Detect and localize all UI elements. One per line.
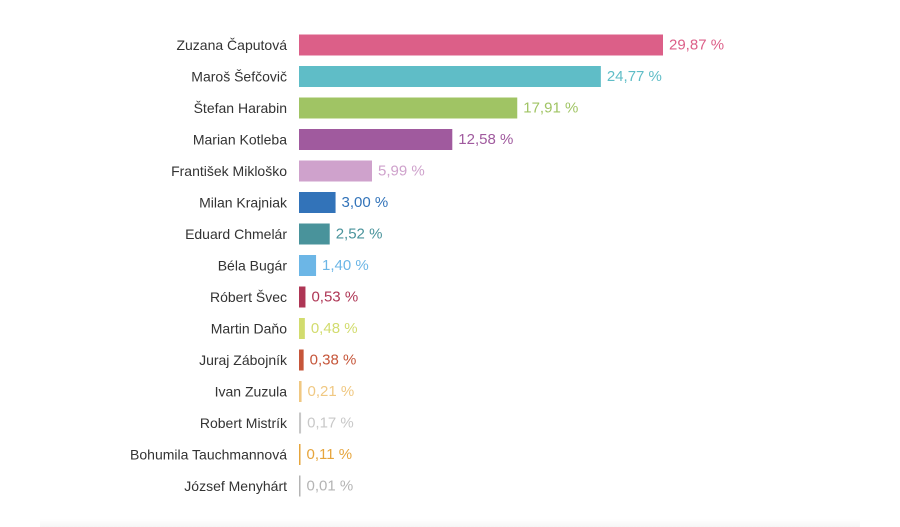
- bar-13: [299, 412, 302, 434]
- category-label: Ivan Zuzula: [215, 384, 288, 400]
- category-label: Róbert Švec: [210, 289, 287, 305]
- bar-5: [299, 160, 372, 182]
- category-label: Béla Bugár: [218, 258, 288, 274]
- bar-4: [299, 129, 453, 150]
- bottom-divider-shade: [40, 519, 860, 527]
- value-labels: 29,87 % 24,77 % 17,91 % 12,58 % 5,99 % 3,00 %…: [307, 37, 725, 495]
- value-label: 0,53 %: [311, 289, 358, 306]
- bar-10: [299, 318, 305, 339]
- bar-8: [299, 255, 317, 276]
- category-label: Marian Kotleba: [193, 132, 287, 148]
- bar-14: [299, 444, 301, 465]
- bar-15: [299, 475, 301, 497]
- value-label: 17,91 %: [523, 100, 578, 117]
- bar-2: [299, 66, 601, 87]
- category-label: Robert Mistrík: [200, 415, 288, 431]
- value-label: 12,58 %: [458, 131, 513, 148]
- bar-6: [299, 192, 336, 213]
- value-label: 0,21 %: [308, 383, 355, 400]
- category-label: Bohumila Tauchmannová: [130, 447, 287, 463]
- category-label: József Menyhárt: [184, 478, 287, 494]
- category-label: Juraj Zábojník: [199, 352, 288, 368]
- bar-7: [299, 223, 330, 245]
- bar-9: [299, 286, 306, 308]
- category-label: Zuzana Čaputová: [176, 37, 287, 53]
- value-label: 0,11 %: [307, 446, 353, 463]
- bars-layer: [299, 34, 663, 497]
- category-label: Martin Daňo: [211, 321, 287, 337]
- value-label: 29,87 %: [669, 37, 724, 54]
- value-label: 0,48 %: [311, 320, 358, 337]
- bar-11: [299, 349, 304, 371]
- value-label: 3,00 %: [342, 194, 389, 211]
- category-label: František Mikloško: [171, 163, 287, 179]
- bar-3: [299, 97, 518, 119]
- value-label: 24,77 %: [607, 68, 662, 85]
- value-label: 0,38 %: [310, 352, 357, 369]
- bar-1: [299, 34, 663, 56]
- category-label: Eduard Chmelár: [185, 226, 287, 242]
- bar-12: [299, 381, 302, 402]
- value-label: 0,01 %: [307, 478, 354, 495]
- category-label: Maroš Šefčovič: [191, 69, 287, 85]
- value-label: 2,52 %: [336, 226, 383, 243]
- category-label: Milan Krajniak: [199, 195, 288, 211]
- category-labels: Zuzana Čaputová Maroš Šefčovič Štefan Hara…: [130, 37, 288, 494]
- category-label: Štefan Harabin: [194, 100, 287, 116]
- value-label: 0,17 %: [307, 415, 354, 432]
- value-label: 1,40 %: [322, 257, 369, 274]
- value-label: 5,99 %: [378, 163, 425, 180]
